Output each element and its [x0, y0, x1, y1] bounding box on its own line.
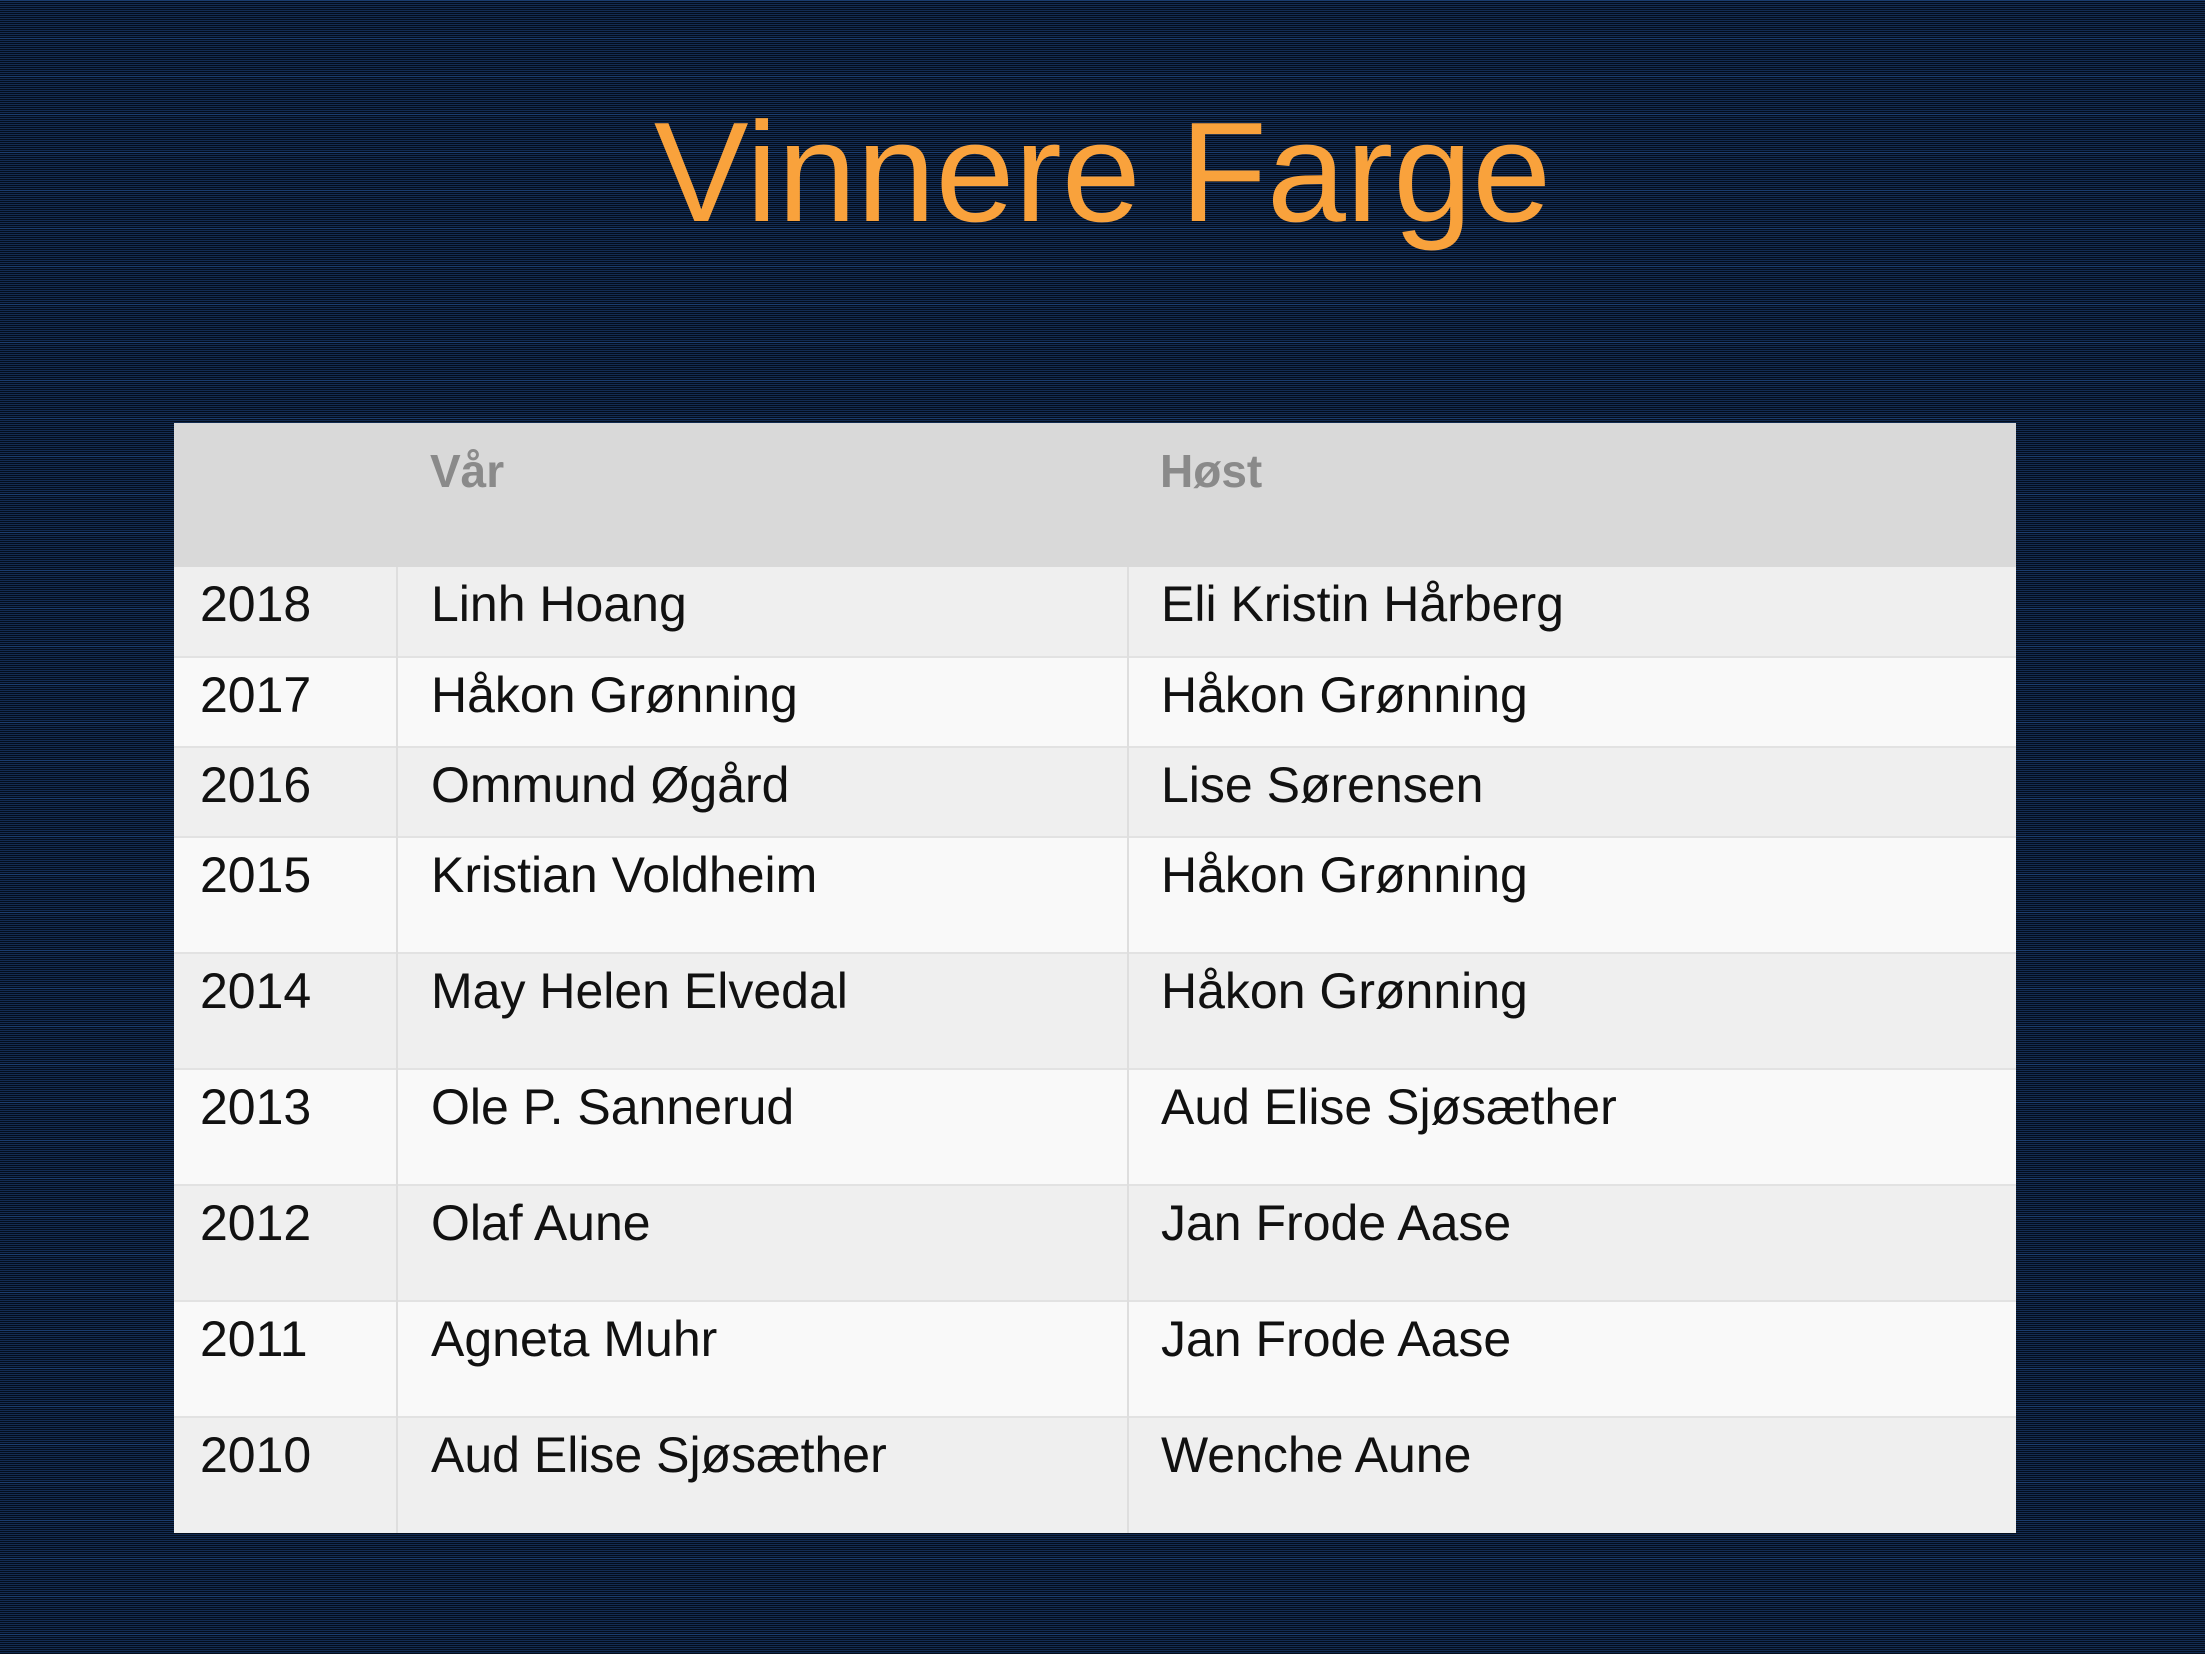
- table-row: 2015 Kristian Voldheim Håkon Grønning: [174, 837, 2016, 953]
- table-row: 2014 May Helen Elvedal Håkon Grønning: [174, 953, 2016, 1069]
- var-cell: Håkon Grønning: [396, 657, 1128, 747]
- host-cell: Jan Frode Aase: [1127, 1185, 2016, 1301]
- host-cell: Aud Elise Sjøsæther: [1127, 1069, 2016, 1185]
- table-row: 2017 Håkon Grønning Håkon Grønning: [174, 657, 2016, 747]
- header-year-cell: [174, 423, 397, 567]
- table-row: 2016 Ommund Øgård Lise Sørensen: [174, 747, 2016, 837]
- var-cell: Agneta Muhr: [396, 1301, 1128, 1417]
- host-cell: Wenche Aune: [1127, 1417, 2016, 1533]
- table-row: 2013 Ole P. Sannerud Aud Elise Sjøsæther: [174, 1069, 2016, 1185]
- var-cell: Linh Hoang: [396, 567, 1128, 657]
- year-cell: 2012: [200, 1195, 312, 1251]
- year-cell: 2015: [200, 847, 312, 903]
- winners-table: Vår Høst 2018 Linh Hoang Eli Kristin Hårbe…: [174, 423, 2016, 1533]
- var-cell: Olaf Aune: [396, 1185, 1128, 1301]
- var-cell: Ole P. Sannerud: [396, 1069, 1128, 1185]
- host-cell: Håkon Grønning: [1127, 657, 2016, 747]
- table-header-row: Vår Høst: [174, 423, 2016, 567]
- year-cell: 2013: [200, 1079, 312, 1135]
- year-cell: 2017: [200, 667, 312, 723]
- var-cell: Ommund Øgård: [396, 747, 1128, 837]
- year-cell: 2018: [200, 576, 312, 632]
- host-cell: Jan Frode Aase: [1127, 1301, 2016, 1417]
- var-cell: May Helen Elvedal: [396, 953, 1128, 1069]
- host-cell: Lise Sørensen: [1127, 747, 2016, 837]
- year-cell: 2011: [200, 1311, 308, 1367]
- var-cell: Kristian Voldheim: [396, 837, 1128, 953]
- year-cell: 2010: [200, 1427, 312, 1483]
- slide-title: Vinnere Farge: [653, 93, 1552, 252]
- table-row: 2018 Linh Hoang Eli Kristin Hårberg: [174, 567, 2016, 657]
- header-var-cell: Vår: [397, 423, 1128, 567]
- host-cell: Håkon Grønning: [1127, 953, 2016, 1069]
- header-host-cell: Høst: [1128, 423, 2016, 567]
- table-row: 2012 Olaf Aune Jan Frode Aase: [174, 1185, 2016, 1301]
- winners-table-body: 2018 Linh Hoang Eli Kristin Hårberg 2017 Håk…: [174, 567, 2016, 1533]
- table-row: 2010 Aud Elise Sjøsæther Wenche Aune: [174, 1417, 2016, 1533]
- var-cell: Aud Elise Sjøsæther: [396, 1417, 1128, 1533]
- host-cell: Håkon Grønning: [1127, 837, 2016, 953]
- table-row: 2011 Agneta Muhr Jan Frode Aase: [174, 1301, 2016, 1417]
- year-cell: 2014: [200, 963, 312, 1019]
- year-cell: 2016: [200, 757, 312, 813]
- host-cell: Eli Kristin Hårberg: [1127, 567, 2016, 657]
